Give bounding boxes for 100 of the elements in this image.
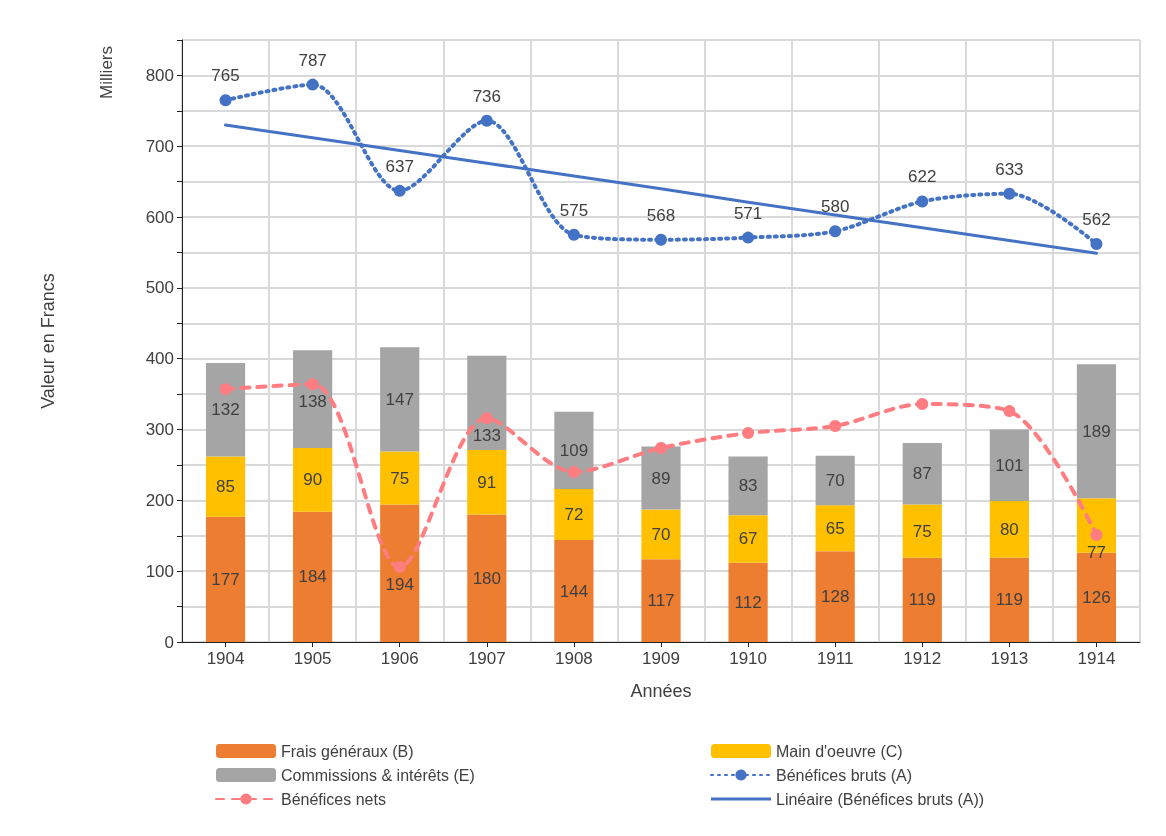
- bar: [205, 516, 246, 642]
- point: [567, 466, 580, 479]
- data-label: 65: [825, 518, 845, 538]
- x-tick-label: 1907: [467, 649, 506, 668]
- y-tick-label: 100: [145, 561, 174, 581]
- point: [219, 94, 232, 107]
- legend-label: Main d'oeuvre (C): [776, 742, 903, 760]
- x-tick-label: 1905: [293, 649, 332, 668]
- x-tick-label: 1912: [903, 649, 942, 668]
- data-label: 119: [908, 590, 936, 610]
- data-label: 765: [211, 66, 240, 86]
- data-label: 126: [1082, 587, 1111, 607]
- point: [1090, 529, 1103, 542]
- y-tick-label: 200: [145, 490, 174, 510]
- legend-label: Frais généraux (B): [281, 742, 414, 760]
- data-label: 70: [651, 524, 671, 544]
- bar: [989, 501, 1029, 558]
- y-tick-label: 600: [145, 207, 174, 227]
- data-label: 562: [1082, 209, 1111, 229]
- y-tick-label: 300: [145, 420, 174, 440]
- point: [567, 228, 580, 241]
- bar: [293, 447, 333, 512]
- data-label: 128: [820, 587, 850, 607]
- data-label: 89: [651, 468, 671, 488]
- bar: [554, 411, 594, 490]
- data-label: 75: [912, 521, 932, 541]
- point: [480, 114, 493, 127]
- bar: [205, 362, 246, 457]
- bar: [641, 509, 681, 560]
- data-label: 67: [738, 529, 758, 549]
- y-tick-label: 800: [145, 65, 174, 85]
- data-label: 72: [564, 505, 584, 525]
- bar: [293, 350, 333, 448]
- bar: [554, 540, 594, 642]
- bar: [380, 504, 420, 642]
- point: [655, 441, 667, 454]
- data-label: 575: [559, 200, 589, 220]
- data-label: 571: [733, 203, 763, 223]
- data-label: 77: [1086, 543, 1106, 563]
- data-label: 70: [825, 471, 845, 491]
- bar: [380, 347, 420, 452]
- point: [829, 225, 842, 238]
- bar: [380, 451, 420, 505]
- x-tick-label: 1904: [206, 649, 245, 668]
- data-label: 180: [472, 568, 502, 588]
- y-axis-title: Valeur en Francs: [38, 273, 58, 409]
- data-label: 85: [216, 477, 236, 497]
- data-label: 147: [385, 389, 414, 409]
- bar: [902, 442, 942, 505]
- bar: [467, 514, 507, 642]
- point: [393, 560, 406, 573]
- x-axis-title: Années: [630, 681, 692, 701]
- x-tick-label: 1911: [816, 649, 854, 668]
- bar: [554, 489, 594, 541]
- data-label: 91: [477, 472, 497, 492]
- point: [1003, 187, 1016, 200]
- legend-label: Bénéfices nets: [281, 790, 386, 808]
- point: [393, 184, 406, 197]
- data-label: 787: [298, 50, 327, 70]
- data-label: 112: [734, 592, 762, 612]
- x-tick-label: 1908: [555, 649, 593, 668]
- bar: [989, 557, 1029, 642]
- bar: [641, 559, 681, 642]
- data-label: 184: [298, 567, 327, 587]
- x-tick-label: 1909: [642, 649, 680, 668]
- y-tick-label: 400: [145, 349, 174, 369]
- point: [1003, 405, 1016, 418]
- y-tick-label: 0: [164, 632, 174, 652]
- data-label: 736: [472, 86, 502, 106]
- point: [306, 78, 319, 91]
- data-label: 75: [390, 468, 410, 488]
- data-label: 132: [211, 400, 240, 420]
- bar: [815, 551, 855, 642]
- data-label: 633: [995, 159, 1024, 179]
- data-label: 144: [559, 581, 589, 601]
- text: Milliers: [97, 45, 116, 99]
- y-tick-label: 500: [145, 278, 174, 298]
- data-label: 568: [646, 205, 676, 225]
- legend-label: Bénéfices bruts (A): [776, 766, 913, 784]
- data-label: 133: [472, 426, 502, 446]
- bar: [1076, 364, 1117, 499]
- data-label: 580: [820, 197, 850, 217]
- data-label: 138: [298, 392, 327, 412]
- data-label: 83: [738, 476, 758, 496]
- data-label: 101: [995, 455, 1024, 475]
- bar: [467, 450, 507, 515]
- bar: [728, 456, 768, 516]
- point: [306, 378, 319, 391]
- bar: [815, 505, 855, 552]
- point: [916, 195, 929, 208]
- point: [916, 398, 929, 411]
- x-tick-label: 1913: [990, 649, 1029, 668]
- point: [219, 383, 232, 396]
- x-tick-label: 1914: [1077, 649, 1116, 668]
- y-tick-label: 700: [145, 136, 174, 156]
- x-tick-label: 1910: [729, 649, 767, 668]
- data-label: 90: [303, 470, 323, 490]
- bar: [989, 429, 1029, 502]
- point: [742, 231, 755, 244]
- bar: [902, 504, 942, 558]
